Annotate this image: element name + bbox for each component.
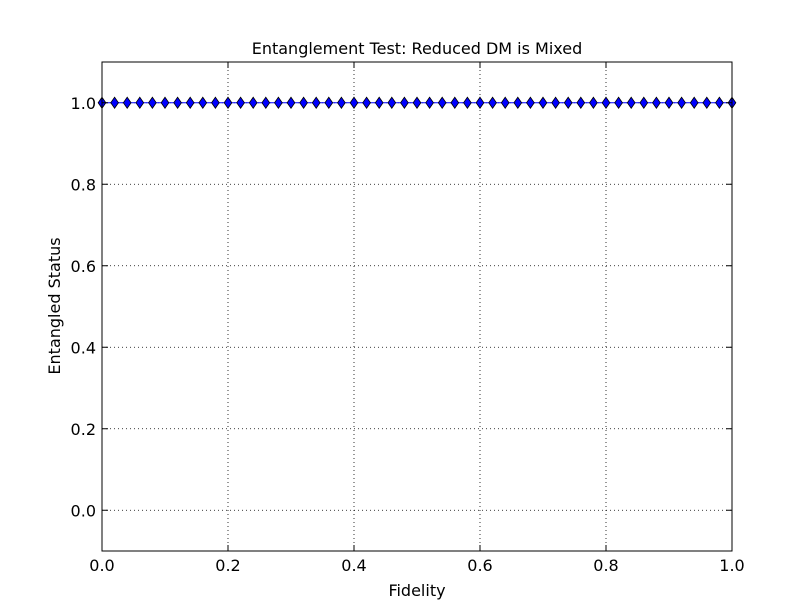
data-point [236, 96, 245, 109]
data-point [677, 96, 686, 109]
data-point [689, 96, 699, 109]
data-point [400, 96, 409, 109]
data-point [135, 96, 145, 109]
data-point [160, 96, 170, 109]
grid [102, 62, 732, 551]
data-point [437, 96, 447, 109]
y-tick-label: 0.4 [71, 338, 96, 357]
data-point [463, 96, 472, 109]
y-tick-label: 0.8 [71, 175, 96, 194]
data-point [626, 96, 636, 109]
data-point [387, 96, 397, 109]
data-point [475, 96, 485, 109]
data-point [261, 96, 271, 109]
data-point [652, 96, 661, 109]
data-point [148, 96, 157, 109]
data-point [500, 96, 510, 109]
data-point [122, 96, 132, 109]
data-point [223, 96, 233, 109]
data-point [374, 96, 384, 109]
x-axis-label: Fidelity [388, 581, 445, 600]
data-point [425, 96, 434, 109]
data-point [639, 96, 649, 109]
data-point [324, 96, 334, 109]
y-tick-label: 0.2 [71, 420, 96, 439]
data-point [664, 96, 674, 109]
plot-area: 0.0 0.2 0.4 0.6 0.8 1.0 0.0 0.2 0.4 0.6 0.8 1.0 [71, 61, 745, 575]
x-tick-label: 1.0 [719, 556, 744, 575]
plot-frame [101, 61, 733, 552]
data-point [551, 96, 560, 109]
data-point [488, 96, 497, 109]
data-point [702, 96, 712, 109]
data-point [614, 96, 623, 109]
data-point [576, 96, 586, 109]
series-layer [97, 96, 737, 109]
data-point [538, 96, 548, 109]
x-tick-label: 0.6 [467, 556, 492, 575]
data-point [362, 96, 371, 109]
data-point [715, 96, 724, 109]
x-tick-label: 0.4 [341, 556, 366, 575]
data-point [211, 96, 220, 109]
data-point [110, 96, 119, 109]
x-tick-label: 0.0 [89, 556, 114, 575]
data-point [274, 96, 283, 109]
data-point [286, 96, 296, 109]
data-point [248, 96, 258, 109]
y-axis-label: Entangled Status [45, 237, 64, 374]
y-tick-label: 0.0 [71, 501, 96, 520]
data-point [601, 96, 611, 109]
data-point [337, 96, 346, 109]
data-point [563, 96, 573, 109]
data-point [513, 96, 523, 109]
data-point [412, 96, 422, 109]
data-point [526, 96, 535, 109]
data-point [349, 96, 359, 109]
x-tick-label: 0.2 [215, 556, 240, 575]
y-tick-label: 0.6 [71, 257, 96, 276]
data-point [299, 96, 308, 109]
data-point [185, 96, 195, 109]
y-tick-label: 1.0 [71, 94, 96, 113]
chart-title: Entanglement Test: Reduced DM is Mixed [252, 39, 583, 58]
data-point [173, 96, 182, 109]
data-point [450, 96, 460, 109]
data-point [311, 96, 321, 109]
x-tick-label: 0.8 [593, 556, 618, 575]
ticks: 0.0 0.2 0.4 0.6 0.8 1.0 0.0 0.2 0.4 0.6 0.8 1.0 [71, 62, 745, 575]
data-point [589, 96, 598, 109]
plot-background [102, 62, 732, 551]
data-point [198, 96, 208, 109]
